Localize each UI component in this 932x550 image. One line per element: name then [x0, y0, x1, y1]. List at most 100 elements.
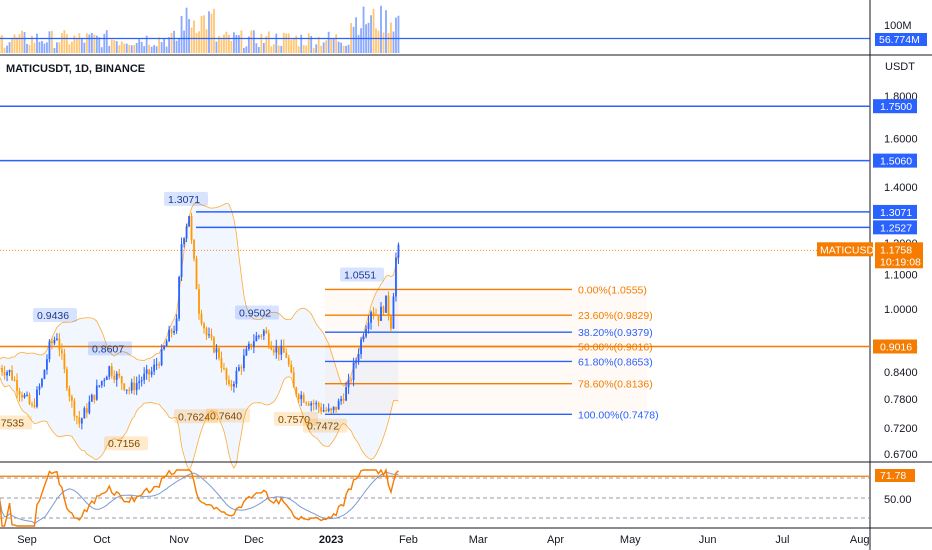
rsi-axis: 71.78 50.00 [875, 469, 915, 506]
volume-bar [312, 47, 315, 53]
candle [150, 366, 153, 378]
candle [330, 407, 333, 414]
volume-bar [355, 17, 357, 54]
candle [367, 315, 370, 334]
candle [48, 339, 51, 363]
candle [220, 351, 223, 373]
volume-bar [198, 31, 200, 53]
rsi-tick: 50.00 [884, 494, 912, 506]
candle [21, 391, 23, 402]
candle [267, 329, 270, 349]
volume-bar [26, 43, 28, 53]
candle [277, 346, 280, 361]
candle [307, 401, 310, 407]
volume-bar [130, 45, 133, 53]
candle [235, 367, 238, 388]
level-price-tag: 1.7500 [873, 99, 917, 114]
candle [178, 275, 180, 322]
candle [43, 369, 46, 380]
candle [46, 354, 48, 375]
volume-bar [255, 43, 258, 53]
svg-text:0.9016: 0.9016 [880, 342, 912, 354]
swing-low-label: 0.7640 [206, 408, 250, 423]
candle [143, 367, 146, 385]
candle [6, 370, 8, 382]
volume-bar [80, 37, 83, 53]
time-tick: Apr [547, 534, 564, 546]
volume-bar [153, 45, 156, 53]
volume-bar [247, 36, 250, 53]
time-tick: Jul [775, 534, 789, 546]
candle [275, 339, 278, 359]
candle [170, 328, 173, 338]
level-price-tag: 0.9016 [873, 339, 917, 354]
volume-bar [21, 30, 23, 53]
fib-label: 0.00%(1.0555) [578, 284, 647, 296]
volume-bar [290, 39, 293, 53]
volume-bar [110, 39, 113, 53]
volume-bar [51, 30, 53, 53]
fib-label: 50.00%(0.9016) [578, 342, 653, 354]
volume-bar [215, 41, 218, 53]
volume-bar [18, 34, 21, 53]
price-axis[interactable]: 1.80001.60001.40001.20001.10001.00000.90… [817, 91, 923, 461]
candle [133, 375, 136, 396]
price-tick: 1.1000 [884, 269, 918, 281]
candle [322, 403, 325, 413]
price-tick: 1.4000 [884, 182, 918, 194]
volume-bar [315, 44, 318, 53]
candle [16, 373, 18, 399]
currency-label: USDT [885, 61, 915, 73]
candle [382, 305, 385, 315]
time-tick: Aug [850, 534, 870, 546]
candle [53, 336, 56, 346]
volume-bar [95, 35, 98, 53]
volume-bar [357, 34, 360, 53]
volume-bar [360, 28, 362, 53]
volume-bar [370, 15, 372, 53]
volume-bar [327, 31, 330, 53]
svg-text:1.5060: 1.5060 [880, 156, 912, 168]
price-tick: 0.7800 [884, 394, 918, 406]
candle [175, 314, 178, 334]
volume-bar [41, 41, 43, 53]
swing-low-label: 0.7156 [104, 436, 148, 451]
volume-bar [143, 46, 146, 53]
candle [88, 395, 91, 415]
volume-bar [260, 33, 263, 53]
candle [342, 393, 345, 404]
volume-bar [3, 47, 6, 53]
volume-bar [36, 33, 38, 53]
svg-text:0.7472: 0.7472 [307, 421, 339, 433]
swing-low-label: 0.7535 [0, 415, 32, 430]
volume-bar [233, 32, 235, 53]
candle [265, 326, 268, 334]
symbol-title: MATICUSDT, 1D, BINANCE [6, 63, 145, 75]
time-tick: May [620, 534, 641, 546]
volume-histogram [0, 5, 870, 54]
time-tick: Nov [169, 534, 189, 546]
volume-bar [173, 30, 175, 53]
volume-bar [28, 44, 31, 53]
candle [11, 365, 13, 382]
level-price-tag: 1.3071 [873, 204, 917, 219]
volume-bar [108, 45, 111, 53]
bollinger-bands [0, 202, 399, 472]
candle [205, 326, 208, 340]
volume-bar [262, 42, 265, 53]
volume-bar [8, 42, 11, 53]
candle [355, 357, 357, 369]
fib-retracement[interactable]: 0.00%(1.0555) 23.60%(0.9829) 38.20%(0.9379… [325, 284, 659, 421]
volume-bar [320, 45, 323, 53]
candle [340, 395, 343, 405]
candle [375, 308, 377, 316]
volume-bar [180, 16, 183, 53]
fib-zone [325, 290, 647, 415]
candle [385, 295, 387, 313]
candle [51, 338, 53, 350]
volume-bar [90, 32, 93, 53]
volume-bar [242, 47, 245, 53]
candle [270, 341, 273, 351]
candle [272, 347, 275, 356]
